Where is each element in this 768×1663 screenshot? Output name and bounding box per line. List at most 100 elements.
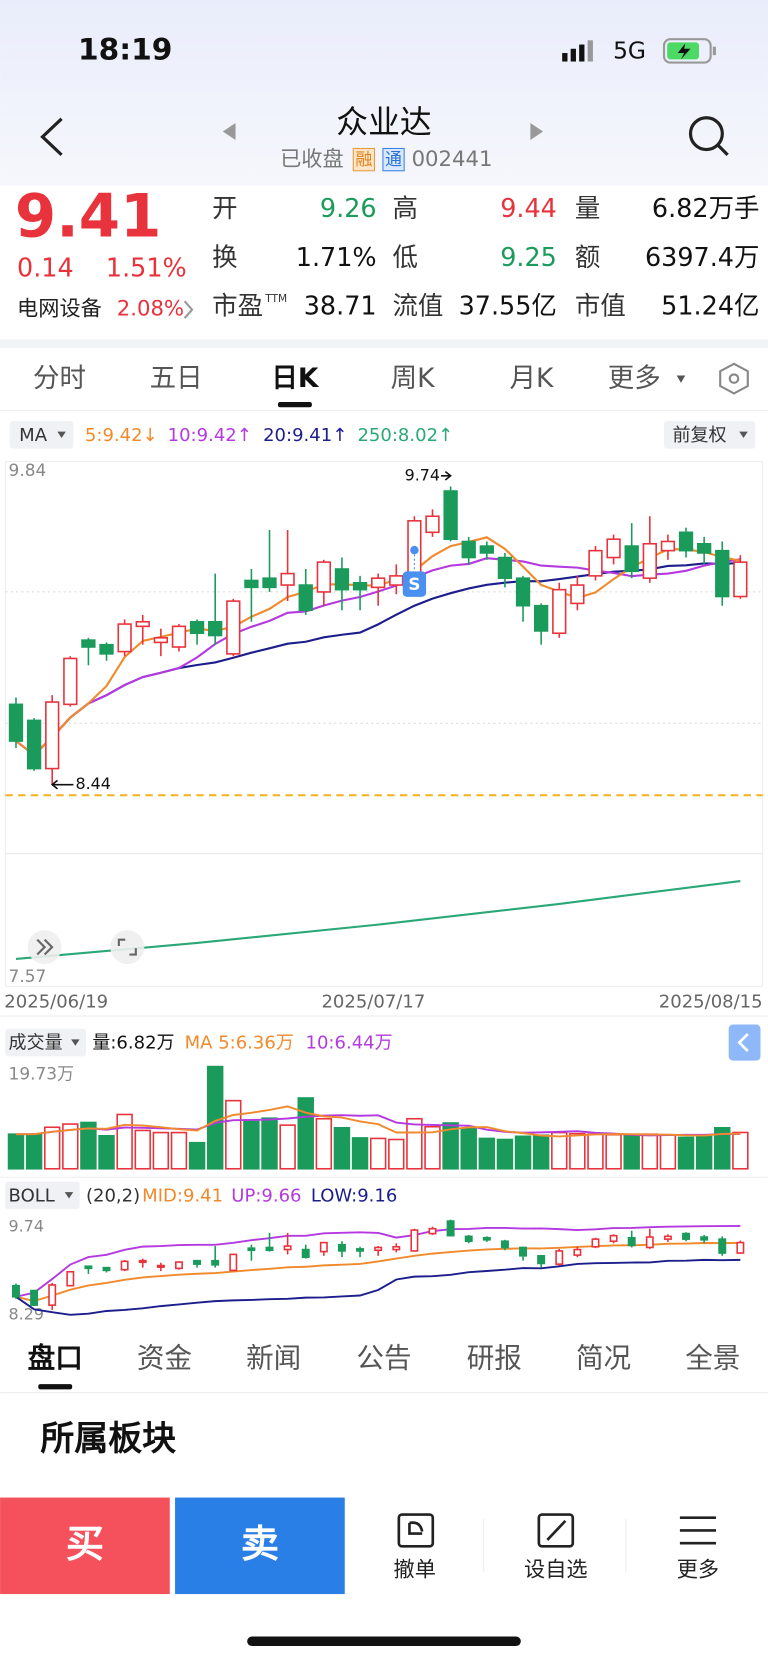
ma-legend-item: 250:8.02↑ — [357, 425, 453, 446]
volume-bar — [659, 1133, 677, 1170]
volume-bar — [478, 1137, 496, 1170]
caret — [739, 431, 748, 439]
info-tab[interactable]: 公告 — [356, 1342, 411, 1375]
info-tabs: 盘口 资金 新闻 公告 研报 简况 全景 — [28, 1342, 740, 1390]
period-tab[interactable]: 周K — [391, 363, 436, 394]
prev-stock[interactable] — [222, 123, 236, 140]
boll-body — [682, 1232, 691, 1240]
volume-bar — [677, 1136, 695, 1170]
volume-label: 成交量 — [9, 1033, 63, 1054]
indicator-selector[interactable] — [5, 1028, 86, 1057]
info-tab[interactable]: 简况 — [576, 1342, 631, 1375]
tool-label: 设自选 — [524, 1558, 588, 1583]
volume-today: 量:6.82万 — [92, 1033, 174, 1054]
fullscreen-button[interactable] — [110, 930, 145, 965]
adjust-label: 前复权 — [672, 425, 726, 446]
volume-max: 19.73万 — [9, 1063, 75, 1083]
watch-icon[interactable] — [537, 1513, 575, 1548]
back-button[interactable] — [40, 117, 63, 157]
search-button[interactable] — [688, 116, 729, 156]
body — [244, 579, 259, 589]
tab-underline — [38, 1384, 73, 1390]
adjust-selector[interactable] — [663, 421, 756, 449]
info-tab[interactable]: 新闻 — [246, 1342, 301, 1375]
body — [624, 545, 639, 573]
period-tab[interactable]: 分时 — [33, 363, 86, 394]
field-value: 9.26 — [320, 194, 377, 224]
collapse-button[interactable] — [728, 1024, 761, 1061]
info-tab[interactable]: 盘口 — [28, 1342, 83, 1375]
period-tab[interactable]: 月K — [509, 363, 554, 394]
body — [352, 581, 368, 591]
volume-bar — [25, 1133, 43, 1170]
body — [715, 549, 730, 598]
field-label: 高 — [392, 194, 417, 224]
cancel-icon[interactable] — [397, 1513, 435, 1548]
sector-arrow[interactable] — [183, 300, 194, 319]
body — [99, 643, 114, 655]
ma-selector[interactable] — [9, 421, 74, 449]
body — [280, 572, 295, 586]
settings-icon[interactable] — [719, 362, 749, 395]
boll-body — [337, 1243, 346, 1252]
boll-body — [645, 1236, 654, 1249]
period-tab[interactable]: 更多 — [608, 363, 661, 394]
boll-body — [482, 1236, 491, 1241]
boll-body — [156, 1264, 165, 1268]
volume-bar — [714, 1126, 731, 1170]
battery-icon — [662, 38, 716, 64]
x-tick-label: 2025/06/19 — [4, 991, 108, 1012]
period-tab[interactable]: 五日 — [150, 363, 203, 394]
boll-body — [519, 1246, 528, 1257]
boll-body — [11, 1284, 20, 1298]
volume-bar — [134, 1129, 151, 1170]
boll-body — [66, 1270, 75, 1287]
body — [171, 625, 187, 648]
info-tab[interactable]: 资金 — [137, 1342, 192, 1375]
boll-body — [410, 1229, 419, 1252]
boll-body — [193, 1259, 202, 1265]
change-pct: 1.51% — [106, 253, 187, 283]
field-label: 市值 — [575, 292, 626, 322]
volume-bar — [623, 1134, 640, 1170]
boll-mid — [15, 1241, 741, 1303]
boll-body — [428, 1227, 437, 1235]
caret — [71, 1039, 80, 1046]
collapse-arrow — [737, 1033, 749, 1052]
section-title: 所属板块 — [40, 1420, 176, 1459]
ma-legend-item: 5:9.42↓ — [85, 425, 158, 446]
high-label: 9.74 — [405, 465, 440, 484]
boll-lower — [15, 1258, 741, 1316]
body — [26, 719, 42, 770]
volume-ma5: MA 5:6.36万 — [185, 1033, 294, 1054]
period-tab[interactable]: 日K — [271, 363, 320, 394]
next-stock[interactable] — [530, 123, 544, 140]
marker-badge[interactable] — [402, 571, 427, 597]
body — [316, 561, 331, 593]
more-icon[interactable] — [679, 1516, 716, 1545]
field-label-sup: TTM — [264, 293, 287, 305]
low-arrow — [50, 779, 74, 790]
body — [153, 637, 169, 644]
y-tick-label: 7.57 — [9, 966, 47, 986]
info-tab[interactable]: 全景 — [685, 1342, 740, 1375]
volume-bar — [388, 1138, 405, 1170]
volume-bar — [732, 1131, 749, 1170]
buy-button[interactable] — [0, 1497, 170, 1595]
body — [606, 538, 621, 559]
indicator-selector[interactable] — [5, 1181, 80, 1210]
boll-params: (20,2) — [86, 1185, 140, 1206]
expand-button[interactable] — [27, 930, 62, 965]
boll-body — [138, 1259, 147, 1264]
body — [588, 549, 603, 577]
stock-name: 众业达 — [336, 103, 431, 141]
body — [8, 703, 24, 742]
body — [515, 577, 531, 607]
caret — [676, 375, 686, 383]
boll-body — [464, 1235, 473, 1243]
info-tab[interactable]: 研报 — [467, 1342, 522, 1375]
body — [208, 620, 223, 637]
sell-button[interactable] — [175, 1497, 345, 1595]
volume-bar — [532, 1134, 550, 1170]
